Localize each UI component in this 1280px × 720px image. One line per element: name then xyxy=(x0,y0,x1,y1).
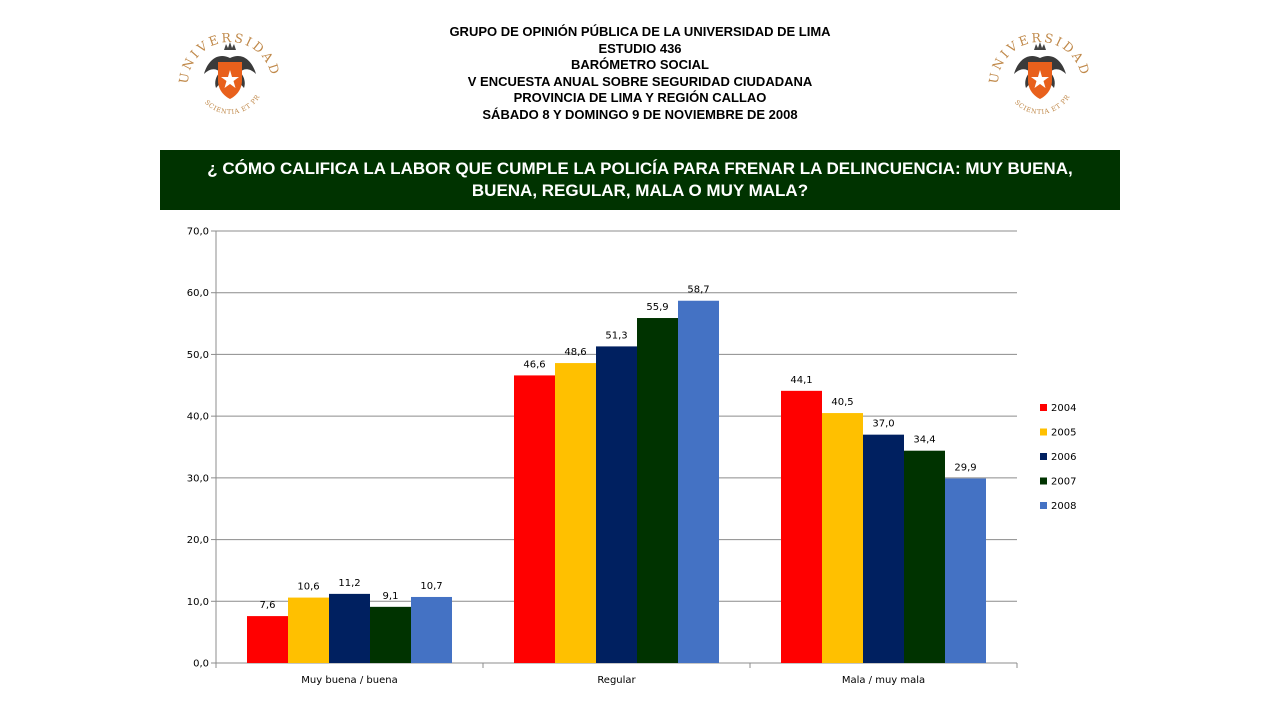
legend-label: 2005 xyxy=(1051,428,1076,439)
data-label: 51,3 xyxy=(605,330,627,341)
bar xyxy=(329,593,370,663)
question-banner: ¿ CÓMO CALIFICA LA LABOR QUE CUMPLE LA P… xyxy=(160,150,1120,210)
bar xyxy=(288,597,329,663)
data-label: 37,0 xyxy=(872,419,894,430)
bar xyxy=(555,363,596,663)
bar xyxy=(822,413,863,663)
bar xyxy=(370,606,411,663)
star-icon xyxy=(221,70,239,88)
legend-label: 2008 xyxy=(1051,501,1076,512)
report-header: GRUPO DE OPINIÓN PÚBLICA DE LA UNIVERSID… xyxy=(340,24,940,123)
bar xyxy=(945,478,986,663)
data-label: 29,9 xyxy=(954,462,976,473)
data-label: 44,1 xyxy=(790,375,812,386)
header-line-1: GRUPO DE OPINIÓN PÚBLICA DE LA UNIVERSID… xyxy=(449,24,831,39)
data-label: 48,6 xyxy=(564,347,586,358)
y-tick-label: 0,0 xyxy=(193,659,209,670)
star-icon xyxy=(1031,70,1049,88)
data-label: 46,6 xyxy=(523,359,545,370)
bar xyxy=(637,318,678,663)
data-label: 11,2 xyxy=(338,578,360,589)
header-line-2: ESTUDIO 436 xyxy=(598,40,682,56)
data-label: 58,7 xyxy=(687,285,709,296)
legend-swatch xyxy=(1040,428,1047,436)
university-logo-right: UNIVERSIDAD DE LIMASCIENTIA ET PRAXIS xyxy=(988,22,1091,116)
bar xyxy=(904,450,945,663)
legend-swatch xyxy=(1040,477,1047,485)
header-line-4: V ENCUESTA ANUAL SOBRE SEGURIDAD CIUDADA… xyxy=(467,73,813,89)
legend-swatch xyxy=(1040,453,1047,460)
y-tick-label: 20,0 xyxy=(187,535,209,546)
legend-swatch xyxy=(1040,404,1047,411)
bar xyxy=(247,616,288,663)
legend-label: 2006 xyxy=(1051,452,1076,463)
question-text: ¿ CÓMO CALIFICA LA LABOR QUE CUMPLE LA P… xyxy=(207,159,1073,200)
bar xyxy=(514,375,555,663)
university-logo-left: UNIVERSIDAD DE LIMASCIENTIA ET PRAXIS xyxy=(178,22,281,116)
y-tick-label: 10,0 xyxy=(187,597,209,608)
legend-label: 2004 xyxy=(1051,403,1076,414)
bar xyxy=(411,596,452,663)
header-line-5: PROVINCIA DE LIMA Y REGIÓN CALLAO xyxy=(513,90,767,105)
y-tick-label: 30,0 xyxy=(187,473,209,484)
data-label: 34,4 xyxy=(913,435,935,446)
bar xyxy=(596,346,637,663)
bar xyxy=(863,434,904,663)
crown-icon xyxy=(224,42,236,50)
data-label: 10,7 xyxy=(420,581,442,592)
data-label: 9,1 xyxy=(383,591,399,602)
y-tick-label: 50,0 xyxy=(187,350,209,361)
legend-swatch xyxy=(1040,502,1047,509)
legend-label: 2007 xyxy=(1051,477,1076,488)
header-line-6: SÁBADO 8 Y DOMINGO 9 DE NOVIEMBRE DE 200… xyxy=(482,106,798,122)
x-tick-label: Regular xyxy=(597,675,636,686)
data-label: 40,5 xyxy=(831,397,853,408)
bar-chart: 0,0 10,0 20,0 30,0 40,0 50,0 60,0 70,0 Muy buena… xyxy=(187,227,1077,687)
y-tick-label: 70,0 xyxy=(187,227,209,238)
x-tick-label: Mala / muy mala xyxy=(842,675,925,686)
bar xyxy=(678,300,719,663)
data-label: 55,9 xyxy=(646,302,668,313)
data-label: 7,6 xyxy=(260,600,276,611)
header-line-3: BARÓMETRO SOCIAL xyxy=(571,57,709,72)
y-tick-label: 40,0 xyxy=(187,412,209,423)
crown-icon xyxy=(1034,42,1046,50)
bar xyxy=(781,390,822,663)
data-label: 10,6 xyxy=(297,582,319,593)
y-tick-label: 60,0 xyxy=(187,288,209,299)
x-tick-label: Muy buena / buena xyxy=(301,675,397,686)
